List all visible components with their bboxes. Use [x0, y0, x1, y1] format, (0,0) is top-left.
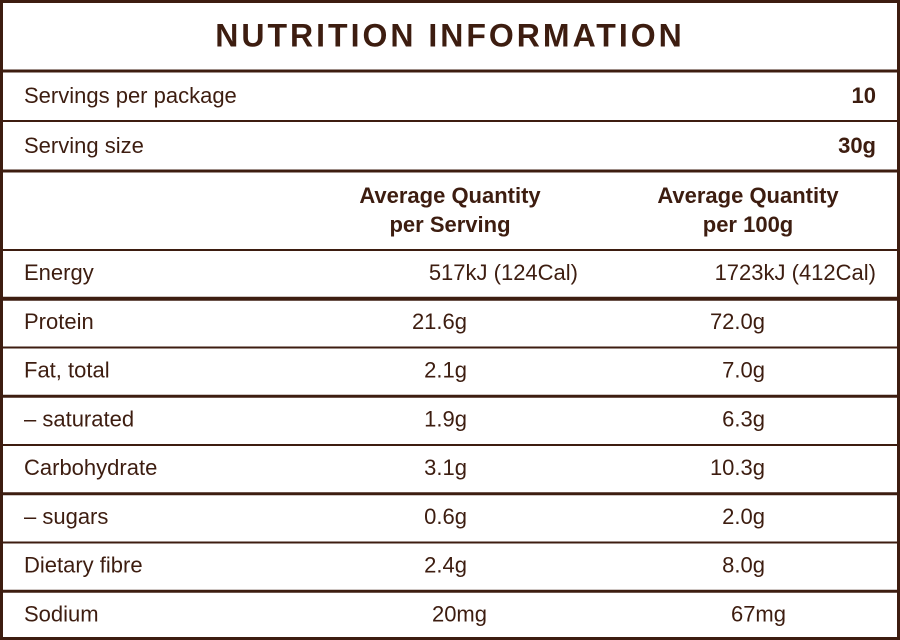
title: NUTRITION INFORMATION [215, 17, 684, 53]
per-serving: 1.9g [424, 406, 467, 431]
row-label: Serving size [24, 133, 144, 158]
per-100g: 1723kJ (412Cal) [715, 260, 876, 285]
per-100g: 10.3g [710, 455, 765, 480]
row-label: Fat, total [24, 358, 110, 383]
per-100g: 8.0g [722, 553, 765, 578]
per-serving: 20mg [432, 601, 487, 626]
column-header: per Serving [389, 212, 510, 237]
per-serving: 2.4g [424, 553, 467, 578]
per-100g: 2.0g [722, 504, 765, 529]
row-label: – saturated [24, 406, 134, 431]
per-100g: 72.0g [710, 309, 765, 334]
row-label: Sodium [24, 601, 99, 626]
per-serving: 517kJ (124Cal) [429, 260, 578, 285]
per-serving: 21.6g [412, 309, 467, 334]
row-label: – sugars [24, 504, 108, 529]
per-100g: 7.0g [722, 358, 765, 383]
column-header: Average Quantity [657, 183, 839, 208]
column-header: per 100g [703, 212, 794, 237]
per-serving: 0.6g [424, 504, 467, 529]
row-label: Dietary fibre [24, 553, 143, 578]
row-label: Energy [24, 260, 94, 285]
per-serving: 2.1g [424, 358, 467, 383]
row-label: Protein [24, 309, 94, 334]
per-serving: 3.1g [424, 455, 467, 480]
per-100g: 6.3g [722, 406, 765, 431]
column-header: Average Quantity [359, 183, 541, 208]
row-label: Carbohydrate [24, 455, 157, 480]
row-value: 10 [852, 83, 876, 108]
per-100g: 67mg [731, 601, 786, 626]
row-value: 30g [838, 133, 876, 158]
row-label: Servings per package [24, 83, 237, 108]
